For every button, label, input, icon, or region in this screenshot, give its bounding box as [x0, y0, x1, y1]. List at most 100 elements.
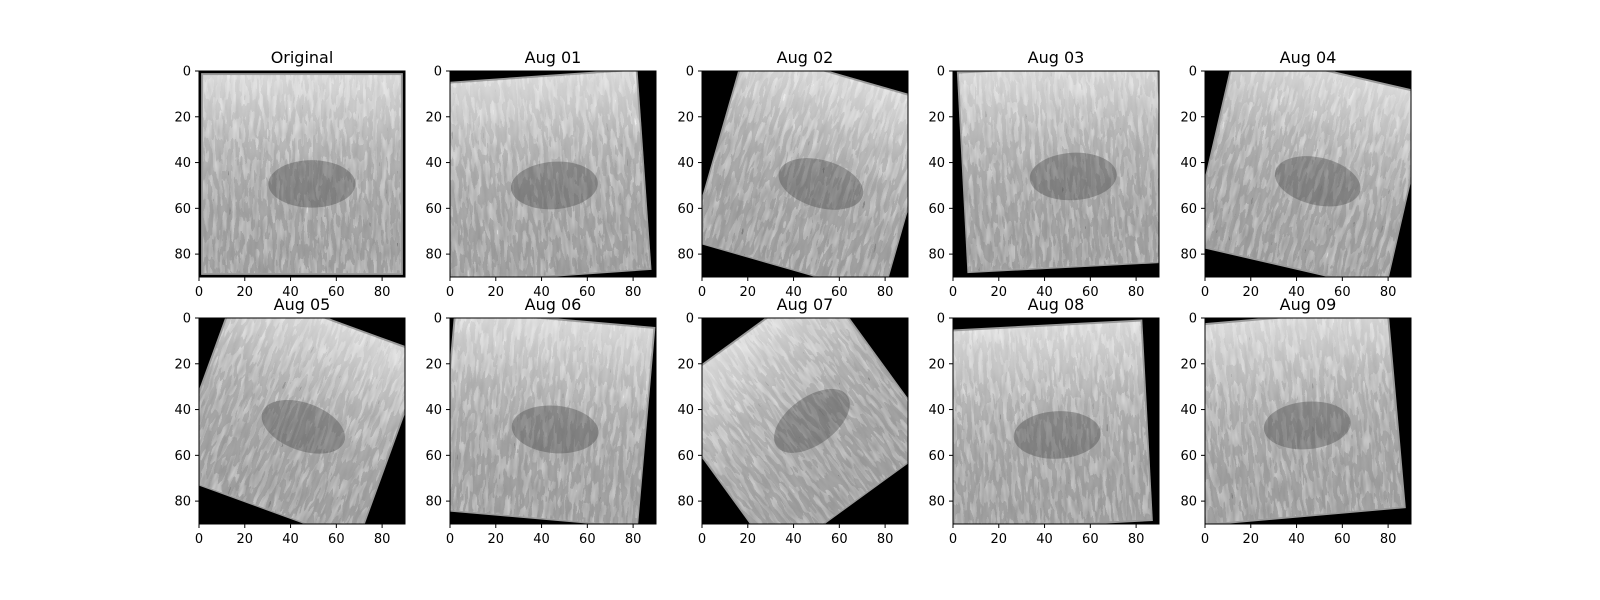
panel-title: Aug 02	[777, 48, 834, 67]
x-tick-label: 60	[328, 532, 345, 547]
axes-frame	[449, 70, 657, 278]
y-tick-label: 0	[183, 312, 191, 327]
y-tick-label: 40	[174, 156, 191, 171]
augmentation-panel: Aug 05 0 20 40 60 80 0 20 40 60 80	[174, 295, 406, 547]
y-tick-label: 80	[174, 248, 191, 263]
y-tick-label: 60	[1180, 449, 1197, 464]
y-tick-label: 60	[425, 449, 442, 464]
y-tick-label: 60	[1180, 202, 1197, 217]
x-tick-label: 20	[991, 285, 1008, 300]
x-tick-label: 80	[877, 532, 894, 547]
x-tick-label: 60	[1082, 285, 1099, 300]
y-tick-label: 0	[1189, 312, 1197, 327]
fingerprint-image	[199, 71, 405, 277]
fingerprint-image	[450, 318, 656, 524]
axes-frame	[449, 317, 657, 525]
x-tick-label: 40	[785, 532, 802, 547]
axes-frame	[701, 70, 909, 278]
x-tick-label: 60	[579, 532, 596, 547]
x-tick-label: 0	[195, 285, 203, 300]
y-tick-label: 40	[677, 156, 694, 171]
y-tick-label: 40	[928, 403, 945, 418]
y-tick-label: 80	[1180, 248, 1197, 263]
y-tick-label: 20	[928, 110, 945, 125]
y-tick-label: 20	[425, 357, 442, 372]
x-tick-label: 60	[831, 285, 848, 300]
x-tick-label: 40	[282, 532, 299, 547]
axes-frame	[952, 70, 1160, 278]
y-tick-label: 20	[174, 110, 191, 125]
x-tick-label: 80	[374, 285, 391, 300]
x-tick-label: 60	[1334, 532, 1351, 547]
y-tick-label: 0	[686, 65, 694, 80]
augmentation-panel: Aug 03 0 20 40 60 80 0 20 40 60 80	[928, 48, 1160, 300]
axes-frame	[198, 70, 406, 278]
x-tick-label: 60	[328, 285, 345, 300]
x-tick-label: 0	[1201, 285, 1209, 300]
y-tick-label: 80	[425, 248, 442, 263]
panel-title: Aug 03	[1028, 48, 1085, 67]
y-tick-label: 40	[928, 156, 945, 171]
y-tick-label: 60	[425, 202, 442, 217]
augmentation-panel: Aug 02 0 20 40 60 80 0 20 40 60 80	[677, 48, 909, 300]
x-tick-label: 20	[1243, 532, 1260, 547]
x-tick-label: 0	[446, 285, 454, 300]
panel-title: Aug 06	[525, 295, 582, 314]
y-tick-label: 60	[928, 449, 945, 464]
y-tick-label: 20	[677, 110, 694, 125]
y-tick-label: 40	[174, 403, 191, 418]
x-tick-label: 40	[1036, 285, 1053, 300]
x-tick-label: 0	[698, 532, 706, 547]
y-tick-label: 0	[1189, 65, 1197, 80]
x-tick-label: 60	[1082, 532, 1099, 547]
y-tick-label: 20	[677, 357, 694, 372]
y-tick-label: 80	[1180, 495, 1197, 510]
x-tick-label: 40	[1288, 532, 1305, 547]
y-tick-label: 80	[928, 248, 945, 263]
x-tick-label: 20	[237, 285, 254, 300]
axes-frame	[1204, 70, 1412, 278]
fingerprint-image	[953, 71, 1159, 277]
y-tick-label: 0	[183, 65, 191, 80]
x-tick-label: 80	[625, 532, 642, 547]
fingerprint-image	[702, 318, 908, 524]
x-tick-label: 20	[1243, 285, 1260, 300]
panel-title: Aug 07	[777, 295, 834, 314]
augmentation-panel: Aug 04 0 20 40 60 80 0 20 40 60 80	[1180, 48, 1412, 300]
y-tick-label: 20	[174, 357, 191, 372]
panel-title: Aug 08	[1028, 295, 1085, 314]
y-tick-label: 0	[686, 312, 694, 327]
y-tick-label: 40	[1180, 403, 1197, 418]
y-tick-label: 60	[174, 449, 191, 464]
axes-frame	[701, 317, 909, 525]
x-tick-label: 0	[446, 532, 454, 547]
augmentation-panel: Aug 06 0 20 40 60 80 0 20 40 60 80	[425, 295, 657, 547]
y-tick-label: 60	[174, 202, 191, 217]
x-tick-label: 80	[1128, 285, 1145, 300]
x-tick-label: 60	[579, 285, 596, 300]
x-tick-label: 20	[488, 285, 505, 300]
augmentation-panel: Aug 09 0 20 40 60 80 0 20 40 60 80	[1180, 295, 1412, 547]
x-tick-label: 40	[1288, 285, 1305, 300]
y-tick-label: 80	[677, 248, 694, 263]
y-tick-label: 40	[1180, 156, 1197, 171]
x-tick-label: 80	[1380, 285, 1397, 300]
x-tick-label: 40	[785, 285, 802, 300]
fingerprint-image	[450, 71, 656, 277]
y-tick-label: 0	[937, 312, 945, 327]
fingerprint-image	[1205, 318, 1411, 524]
x-tick-label: 60	[1334, 285, 1351, 300]
x-tick-label: 0	[949, 532, 957, 547]
x-tick-label: 20	[237, 532, 254, 547]
axes-frame	[952, 317, 1160, 525]
y-tick-label: 60	[677, 202, 694, 217]
x-tick-label: 0	[949, 285, 957, 300]
axes-frame	[1204, 317, 1412, 525]
augmentation-panel: Aug 01 0 20 40 60 80 0 20 40 60 80	[425, 48, 657, 300]
x-tick-label: 80	[1128, 532, 1145, 547]
x-tick-label: 40	[533, 532, 550, 547]
x-tick-label: 80	[374, 532, 391, 547]
x-tick-label: 20	[740, 285, 757, 300]
augmentation-panel: Original 0 20 40 60 80 0 20 40 60 80	[174, 48, 406, 300]
